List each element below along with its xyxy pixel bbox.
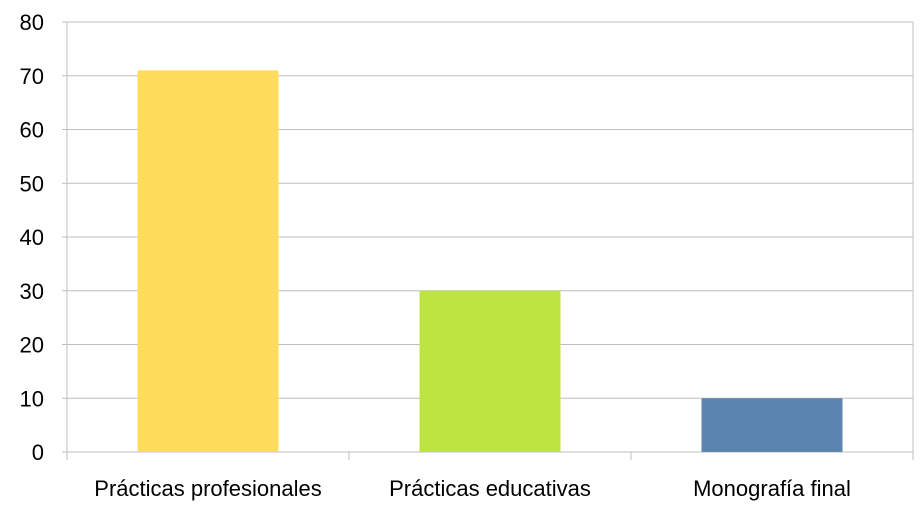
y-tick-label: 20 [20, 333, 44, 358]
bar [419, 290, 561, 452]
y-tick-label: 50 [20, 171, 44, 196]
x-category-label: Monografía final [693, 476, 851, 501]
y-tick-label: 0 [32, 440, 44, 465]
y-tick-label: 10 [20, 386, 44, 411]
y-tick-label: 60 [20, 118, 44, 143]
y-tick-label: 40 [20, 225, 44, 250]
x-category-label: Prácticas profesionales [94, 476, 321, 501]
x-category-label: Prácticas educativas [389, 476, 591, 501]
y-tick-label: 80 [20, 10, 44, 35]
y-axis-tick-labels: 0 10 20 30 40 50 60 70 80 [20, 10, 44, 465]
bar [701, 398, 843, 452]
bars [137, 70, 843, 452]
y-tick-label: 70 [20, 64, 44, 89]
y-tick-label: 30 [20, 279, 44, 304]
bar [137, 70, 279, 452]
x-axis-category-labels: Prácticas profesionales Prácticas educati… [94, 476, 851, 501]
